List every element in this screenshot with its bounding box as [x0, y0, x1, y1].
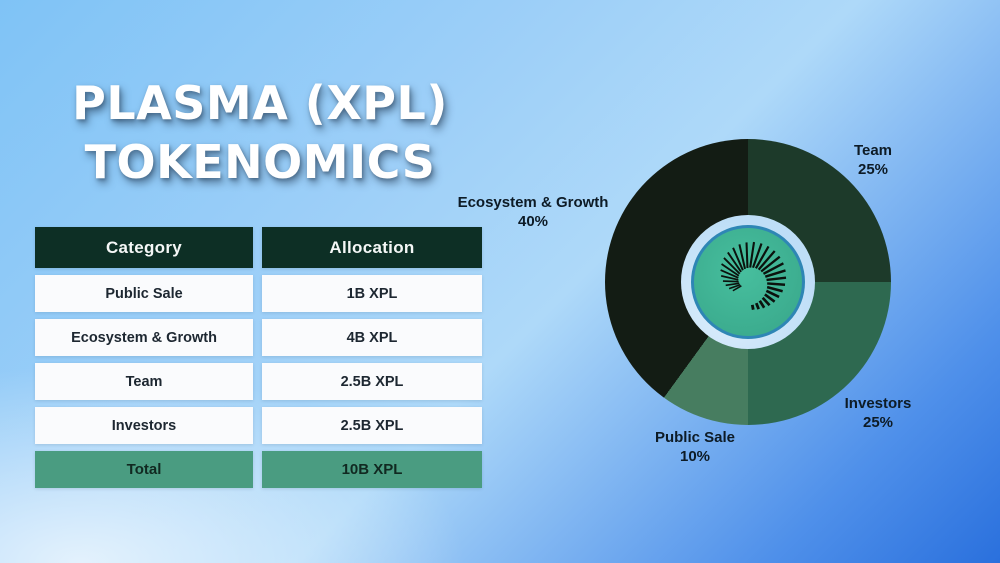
slice-label-ecosystem-percent: 40%: [517, 213, 549, 230]
donut-hole: [681, 215, 815, 349]
table-cell-investors: Investors: [35, 407, 253, 444]
title-line-2: TOKENOMICS: [84, 135, 436, 189]
table-header-category: Category: [35, 227, 253, 268]
page-title: PLASMA (XPL) TOKENOMICS: [55, 74, 465, 192]
table-cell-public-sale: Public Sale: [35, 275, 253, 312]
slice-label-ecosystem: Ecosystem & Growth 40%: [421, 193, 645, 231]
slice-label-investors-name: Investors: [844, 395, 912, 412]
table-cell-total-amt: 10B XPL: [262, 451, 482, 488]
slice-label-public-sale: Public Sale 10%: [625, 428, 765, 466]
slice-label-public-sale-name: Public Sale: [654, 429, 736, 446]
table-cell-public-sale-amt: 1B XPL: [262, 275, 482, 312]
table-cell-total: Total: [35, 451, 253, 488]
slice-label-public-sale-percent: 10%: [679, 448, 711, 465]
slice-label-team-name: Team: [853, 142, 893, 159]
table-header-allocation: Allocation: [262, 227, 482, 268]
table-cell-investors-amt: 2.5B XPL: [262, 407, 482, 444]
plasma-logo: [691, 225, 805, 339]
slice-label-ecosystem-name: Ecosystem & Growth: [457, 194, 609, 211]
table-cell-ecosystem-amt: 4B XPL: [262, 319, 482, 356]
slice-label-investors-percent: 25%: [862, 414, 894, 431]
plasma-swirl-icon: [720, 241, 787, 310]
table-cell-ecosystem: Ecosystem & Growth: [35, 319, 253, 356]
slice-label-investors: Investors 25%: [808, 394, 948, 432]
table-cell-team: Team: [35, 363, 253, 400]
title-line-1: PLASMA (XPL): [72, 76, 448, 130]
table-cell-team-amt: 2.5B XPL: [262, 363, 482, 400]
allocation-table: Category Allocation Public Sale 1B XPL E…: [35, 227, 482, 488]
slice-label-team: Team 25%: [803, 141, 943, 179]
donut-ring: [605, 139, 891, 425]
slice-label-team-percent: 25%: [857, 161, 889, 178]
